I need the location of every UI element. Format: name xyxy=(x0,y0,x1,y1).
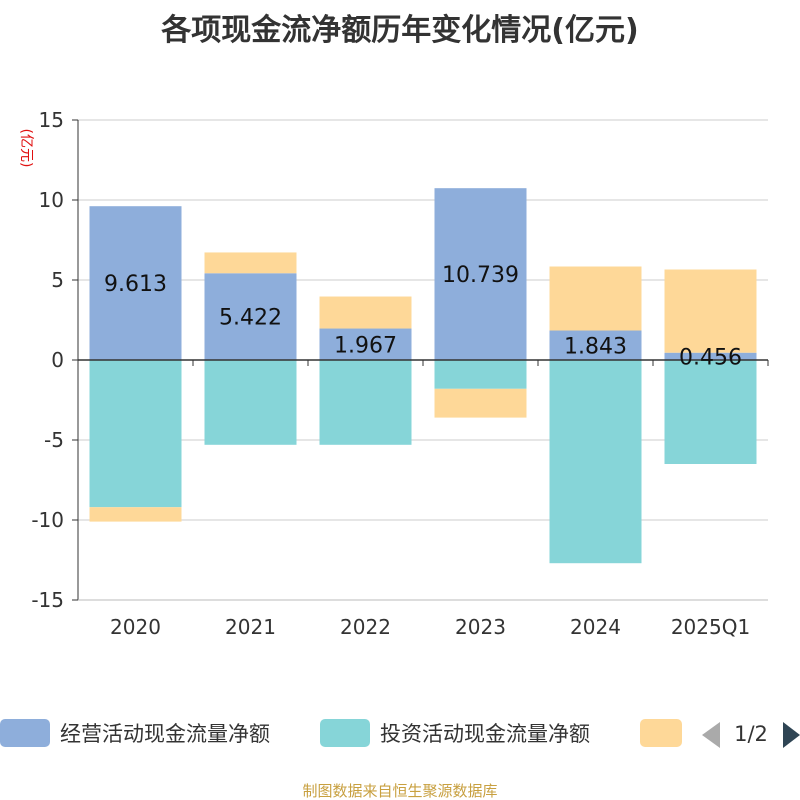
bar-series-0-2023[interactable] xyxy=(434,188,527,360)
bar-series-1-2024[interactable] xyxy=(549,360,642,564)
y-axis-ticks: 15 10 5 0 -5 -10 -15 xyxy=(31,108,64,612)
legend-prev-arrow-icon[interactable] xyxy=(702,722,720,748)
legend[interactable]: 经营活动现金流量净额 投资活动现金流量净额 xyxy=(0,719,682,747)
data-label-2022: 1.967 xyxy=(334,333,397,358)
data-source-note: 制图数据来自恒生聚源数据库 xyxy=(302,782,497,800)
bar-series-2-2024[interactable] xyxy=(549,266,642,331)
legend-swatch-operating[interactable] xyxy=(0,719,50,747)
y-tick-label: 10 xyxy=(39,188,64,212)
bars xyxy=(89,188,757,564)
bar-series-0-2025Q1[interactable] xyxy=(664,352,757,360)
y-tick-label: -5 xyxy=(44,428,64,452)
data-label-2021: 5.422 xyxy=(219,306,282,331)
x-tick-label-2022: 2022 xyxy=(340,615,391,639)
data-label-2020: 9.613 xyxy=(104,272,167,297)
data-label-2023: 10.739 xyxy=(442,263,519,288)
bar-series-2-2025Q1[interactable] xyxy=(664,269,757,353)
bar-series-1-2020[interactable] xyxy=(89,360,182,508)
bar-series-1-2025Q1[interactable] xyxy=(664,360,757,464)
bar-series-2-2021[interactable] xyxy=(204,252,297,274)
bar-series-2-2023[interactable] xyxy=(434,388,527,418)
y-tick-label: 5 xyxy=(51,268,64,292)
data-label-2024: 1.843 xyxy=(564,334,627,359)
legend-swatch-financing[interactable] xyxy=(640,719,682,747)
y-tick-label: -15 xyxy=(31,588,64,612)
bar-series-1-2022[interactable] xyxy=(319,360,412,445)
bar-series-2-2020[interactable] xyxy=(89,507,182,522)
legend-page-indicator: 1/2 xyxy=(734,722,768,746)
x-tick-label-2024: 2024 xyxy=(570,615,621,639)
bar-series-1-2023[interactable] xyxy=(434,360,527,389)
axes xyxy=(72,119,769,601)
bar-series-1-2021[interactable] xyxy=(204,360,297,445)
bar-series-2-2022[interactable] xyxy=(319,296,412,329)
legend-label-operating[interactable]: 经营活动现金流量净额 xyxy=(60,722,270,746)
x-tick-label-2021: 2021 xyxy=(225,615,276,639)
y-tick-label: -10 xyxy=(31,508,64,532)
y-tick-label: 0 xyxy=(51,348,64,372)
data-label-2025Q1: 0.456 xyxy=(679,345,742,370)
legend-swatch-investing[interactable] xyxy=(320,719,370,747)
x-tick-label-2020: 2020 xyxy=(110,615,161,639)
bar-series-0-2021[interactable] xyxy=(204,273,297,360)
data-labels: 9.613 5.422 1.967 10.739 1.843 0.456 xyxy=(104,263,742,370)
bar-series-0-2024[interactable] xyxy=(549,330,642,360)
chart-title: 各项现金流净额历年变化情况(亿元) xyxy=(160,13,638,48)
bar-series-0-2022[interactable] xyxy=(319,328,412,360)
x-tick-label-2023: 2023 xyxy=(455,615,506,639)
x-tick-label-2025Q1: 2025Q1 xyxy=(671,615,750,639)
x-axis-ticks: 2020 2021 2022 2023 2024 2025Q1 xyxy=(110,615,750,639)
y-axis-unit-label: (亿元) xyxy=(18,129,34,168)
y-tick-label: 15 xyxy=(39,108,64,132)
legend-label-investing[interactable]: 投资活动现金流量净额 xyxy=(380,722,590,746)
legend-pager: 1/2 xyxy=(702,722,800,748)
bar-series-0-2020[interactable] xyxy=(89,206,182,360)
legend-next-arrow-icon[interactable] xyxy=(783,722,800,748)
